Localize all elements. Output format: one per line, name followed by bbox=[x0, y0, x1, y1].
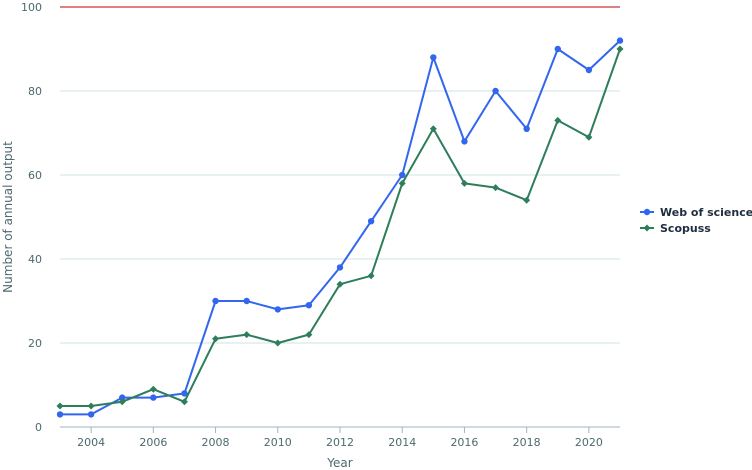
data-point[interactable] bbox=[554, 45, 561, 53]
x-tick-label: 2006 bbox=[139, 436, 167, 449]
data-point[interactable] bbox=[585, 66, 593, 74]
axes: 0 20 40 60 80 100 2004 2006 2008 2010 2012 2014 2016… bbox=[21, 1, 620, 449]
data-point[interactable] bbox=[430, 54, 437, 61]
y-tick-label: 20 bbox=[28, 337, 42, 350]
x-tick-label: 2012 bbox=[326, 436, 354, 449]
data-point[interactable] bbox=[87, 411, 95, 418]
data-point[interactable] bbox=[460, 179, 468, 187]
legend-swatch-marker bbox=[643, 224, 651, 232]
x-tick-label: 2008 bbox=[202, 436, 230, 449]
data-point[interactable] bbox=[181, 390, 188, 397]
legend-swatch-marker bbox=[643, 208, 651, 216]
data-point[interactable] bbox=[274, 339, 282, 347]
x-tick-label: 2004 bbox=[77, 436, 105, 449]
y-tick-label: 60 bbox=[28, 169, 42, 182]
data-point[interactable] bbox=[554, 116, 562, 124]
data-point[interactable] bbox=[336, 264, 344, 271]
series-1 bbox=[56, 37, 624, 418]
data-point[interactable] bbox=[492, 87, 499, 95]
data-point[interactable] bbox=[56, 402, 64, 410]
legend-label: Web of science bbox=[660, 206, 752, 219]
x-tick-label: 2010 bbox=[264, 436, 292, 449]
series-2 bbox=[56, 45, 624, 410]
data-point[interactable] bbox=[523, 125, 530, 132]
data-point[interactable] bbox=[461, 138, 468, 145]
data-point[interactable] bbox=[398, 179, 406, 187]
data-point[interactable] bbox=[56, 411, 64, 418]
data-point[interactable] bbox=[616, 45, 624, 53]
data-point[interactable] bbox=[243, 331, 251, 339]
data-point[interactable] bbox=[212, 335, 220, 343]
data-point[interactable] bbox=[118, 398, 126, 406]
legend-label: Scopuss bbox=[660, 222, 711, 235]
data-point[interactable] bbox=[119, 394, 126, 401]
data-point[interactable] bbox=[523, 196, 531, 204]
x-tick-label: 2014 bbox=[388, 436, 416, 449]
data-point[interactable] bbox=[212, 297, 219, 305]
series-line bbox=[60, 39, 621, 416]
y-tick-label: 100 bbox=[21, 1, 42, 14]
legend-item[interactable]: Web of science bbox=[640, 206, 752, 219]
data-point[interactable] bbox=[305, 331, 313, 339]
data-point[interactable] bbox=[274, 306, 281, 313]
data-point[interactable] bbox=[149, 385, 157, 393]
y-tick-label: 0 bbox=[35, 421, 42, 434]
x-tick-label: 2016 bbox=[450, 436, 478, 449]
data-point[interactable] bbox=[399, 171, 406, 179]
data-point[interactable] bbox=[492, 184, 500, 192]
y-axis-title: Number of annual output bbox=[1, 141, 15, 293]
data-point[interactable] bbox=[429, 125, 437, 133]
data-point[interactable] bbox=[180, 398, 188, 406]
x-tick-label: 2020 bbox=[575, 436, 603, 449]
y-tick-label: 80 bbox=[28, 85, 42, 98]
series bbox=[56, 37, 624, 418]
data-point[interactable] bbox=[585, 133, 593, 141]
data-point[interactable] bbox=[87, 402, 95, 410]
data-point[interactable] bbox=[336, 280, 344, 288]
data-point[interactable] bbox=[367, 272, 375, 280]
data-point[interactable] bbox=[243, 297, 250, 305]
grid bbox=[60, 6, 620, 428]
y-tick-label: 40 bbox=[28, 253, 42, 266]
x-axis-title: Year bbox=[326, 456, 352, 470]
data-point[interactable] bbox=[150, 394, 157, 401]
legend: Web of science Scopuss bbox=[640, 206, 752, 235]
x-tick-label: 2018 bbox=[513, 436, 541, 449]
legend-item[interactable]: Scopuss bbox=[640, 222, 711, 235]
data-point[interactable] bbox=[305, 302, 313, 309]
data-point[interactable] bbox=[367, 218, 375, 225]
data-point[interactable] bbox=[616, 37, 624, 44]
